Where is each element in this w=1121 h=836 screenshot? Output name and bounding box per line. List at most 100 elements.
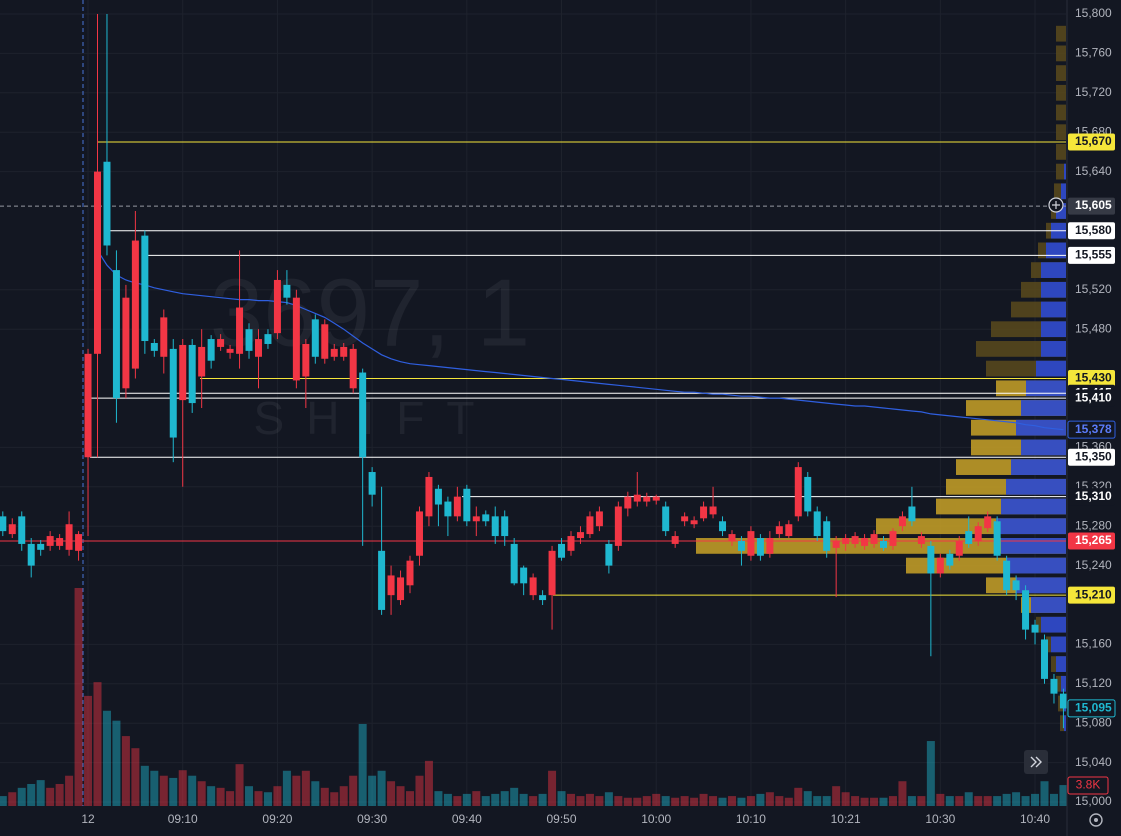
candle-body xyxy=(349,348,357,389)
candle-body xyxy=(955,540,963,556)
volume-bar xyxy=(841,792,850,806)
candle-body xyxy=(917,536,925,544)
profile-bar xyxy=(1056,163,1066,180)
volume-bar xyxy=(898,781,907,806)
candle-body xyxy=(548,550,556,596)
profile-bar xyxy=(1056,124,1066,141)
x-tick-label: 10:30 xyxy=(925,812,955,826)
candle-body xyxy=(254,339,262,357)
profile-bar xyxy=(1021,439,1066,456)
volume-bar xyxy=(453,796,462,806)
volume-bar xyxy=(860,797,869,806)
profile-bar xyxy=(1056,656,1066,672)
price-badge-label: 15,265 xyxy=(1075,533,1112,547)
volume-bar xyxy=(254,791,263,806)
price-badge-label: 15,555 xyxy=(1075,247,1112,261)
volume-bar xyxy=(727,796,736,806)
x-tick-label: 09:50 xyxy=(547,812,577,826)
profile-bar xyxy=(1041,301,1066,318)
settings-icon[interactable] xyxy=(1089,813,1103,827)
volume-bar xyxy=(604,792,613,806)
candle-body xyxy=(614,506,622,546)
candle-body xyxy=(491,516,499,537)
candle-body xyxy=(330,348,338,357)
volume-bar xyxy=(1049,793,1058,806)
profile-bar xyxy=(1046,242,1066,259)
price-badge-label: 15,350 xyxy=(1075,449,1112,463)
price-badge xyxy=(1067,699,1116,718)
candle-body xyxy=(586,516,594,535)
x-tick-label: 10:00 xyxy=(641,812,671,826)
volume-label: 3.8K xyxy=(1076,778,1101,792)
candle-body xyxy=(870,534,878,544)
candle-body xyxy=(387,575,395,596)
volume-bar xyxy=(993,796,1002,806)
price-badge xyxy=(1067,420,1116,439)
volume-bar xyxy=(737,797,746,806)
candle-body xyxy=(861,538,869,546)
candle-body xyxy=(112,270,120,399)
volume-bar xyxy=(424,760,433,806)
candle-body xyxy=(700,506,708,519)
candle-body xyxy=(188,344,196,404)
volume-bar xyxy=(207,786,216,806)
candle-body xyxy=(122,297,130,389)
y-tick-label: 15,120 xyxy=(1075,676,1112,690)
candle-body xyxy=(737,540,745,551)
profile-bar xyxy=(1051,636,1066,653)
profile-bar xyxy=(1011,459,1066,475)
profile-bar xyxy=(1041,341,1066,357)
x-tick-label: 09:20 xyxy=(262,812,292,826)
candle-body xyxy=(842,538,850,544)
candle-body xyxy=(813,511,821,537)
watermark: SHIFT xyxy=(254,392,497,444)
x-tick-label: 12 xyxy=(81,812,95,826)
volume-bar xyxy=(55,783,64,806)
volume-bar xyxy=(159,775,168,806)
volume-bar xyxy=(917,796,926,806)
y-tick-label: 15,480 xyxy=(1075,321,1112,335)
candle-body xyxy=(359,372,367,458)
volume-bar xyxy=(813,796,822,806)
volume-bar xyxy=(974,796,983,806)
volume-bar xyxy=(292,775,301,806)
volume-bar xyxy=(443,793,452,806)
volume-bar xyxy=(832,786,841,806)
volume-bar xyxy=(434,791,443,806)
y-tick-label: 15,520 xyxy=(1075,282,1112,296)
volume-bar xyxy=(150,770,159,806)
profile-bar xyxy=(1064,163,1066,180)
volume-bar xyxy=(178,770,187,806)
candle-body xyxy=(709,506,717,515)
volume-bar xyxy=(851,796,860,806)
settings-button[interactable] xyxy=(1089,813,1103,827)
y-tick-label: 15,160 xyxy=(1075,637,1112,651)
watermark: 3697, 1 xyxy=(210,259,530,366)
volume-bar xyxy=(349,775,358,806)
volume-bar xyxy=(585,793,594,806)
candle-body xyxy=(794,467,802,517)
volume-bar xyxy=(614,796,623,806)
volume-bar xyxy=(1012,792,1021,806)
volume-bar xyxy=(263,792,272,806)
volume-bar xyxy=(188,775,197,806)
profile-bar xyxy=(1041,281,1066,298)
candle-body xyxy=(406,560,414,586)
price-badge xyxy=(1068,586,1115,604)
volume-bar xyxy=(548,770,557,806)
candle-body xyxy=(1041,639,1048,679)
volume-bar xyxy=(945,796,954,806)
candle-body xyxy=(236,307,244,354)
volume-bar xyxy=(481,796,490,806)
price-badge-label: 15,410 xyxy=(1075,390,1112,404)
candle-body xyxy=(321,324,329,359)
candle-body xyxy=(368,472,376,495)
profile-bar xyxy=(1064,715,1066,732)
volume-bar xyxy=(311,781,320,806)
volume-bar xyxy=(964,792,973,806)
candle-body xyxy=(160,317,168,357)
crosshair-button[interactable] xyxy=(1048,197,1064,213)
candle-body xyxy=(425,476,433,517)
profile-bar xyxy=(1016,419,1066,436)
scroll-button[interactable] xyxy=(1024,750,1048,774)
